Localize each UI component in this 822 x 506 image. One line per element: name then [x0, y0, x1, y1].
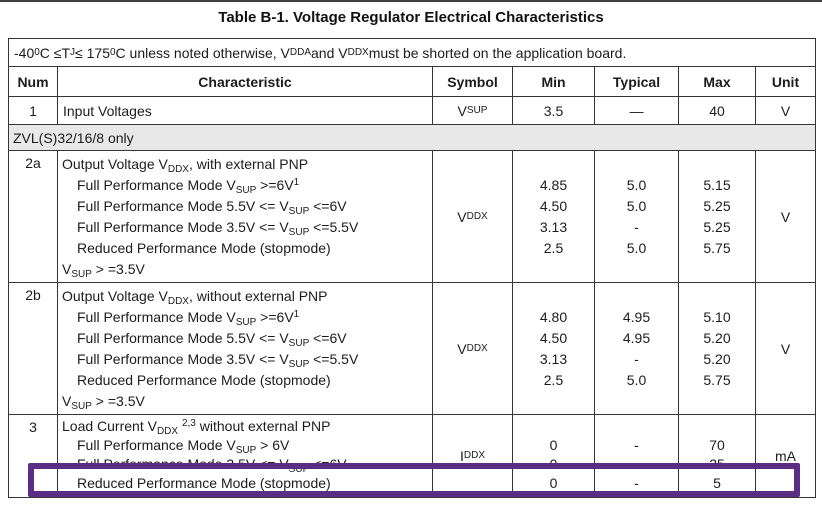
row2a-line-6: VSUP > =3.5V — [62, 261, 145, 280]
row3-line-1: Load Current VDDX 2,3 without external P… — [62, 418, 331, 437]
row3-max-3: 5 — [713, 475, 721, 491]
row1-num: 1 — [9, 97, 58, 125]
row2b-max-1: 5.10 — [703, 309, 731, 325]
col-header-typical: Typical — [595, 67, 679, 97]
table-title: Table B-1. Voltage Regulator Electrical … — [218, 9, 604, 26]
row2b-typ-4: 5.0 — [626, 372, 647, 388]
row3-characteristic: Load Current VDDX 2,3 without external P… — [58, 415, 433, 498]
row2b-line-5: Reduced Performance Mode (stopmode) — [77, 372, 331, 388]
row3-max: 70 25 5 — [679, 415, 756, 498]
row2a-min-4: 2.5 — [543, 240, 564, 256]
row2a-typ-1: 5.0 — [626, 177, 647, 193]
row2a-typ-4: 5.0 — [626, 240, 647, 256]
row2a-typ-3: - — [634, 219, 639, 235]
row3-symbol: I DDX — [433, 415, 513, 498]
condition-row: -40 0 C ≤T J ≤ 175 0 C unless noted otherwise… — [9, 39, 816, 67]
row2b-typ-1: 4.95 — [622, 309, 651, 325]
row3-typ-3: - — [634, 475, 639, 491]
row3-min-3: 0 — [549, 475, 558, 491]
row3-typ-1: - — [634, 437, 639, 453]
row2b-max-3: 5.20 — [703, 351, 731, 367]
row1-max: 40 — [679, 97, 756, 125]
row2a-line-3: Full Performance Mode 5.5V <= VSUP <=6V — [77, 198, 347, 217]
row2a-line-5: Reduced Performance Mode (stopmode) — [77, 240, 331, 256]
row2a-num: 2a — [9, 151, 58, 283]
row3-typ-2: - — [634, 456, 639, 472]
row2b-characteristic: Output Voltage VDDX, without external PN… — [58, 283, 433, 415]
top-border-line — [0, 0, 822, 2]
row2a-min-3: 3.13 — [539, 219, 568, 235]
row1-symbol: V SUP — [433, 97, 513, 125]
row2b-unit: V — [756, 283, 816, 415]
row2b-line-1: Output Voltage VDDX, without external PN… — [62, 288, 328, 307]
row2a-max-4: 5.75 — [703, 240, 731, 256]
row2a-typ-2: 5.0 — [626, 198, 647, 214]
row3-max-1: 70 — [709, 437, 725, 453]
row2b-min-1: 4.80 — [539, 309, 568, 325]
row2a-max: 5.15 5.25 5.25 5.75 — [679, 151, 756, 283]
electrical-characteristics-table: -40 0 C ≤T J ≤ 175 0 C unless noted otherwise… — [8, 38, 816, 498]
row2a-line-4: Full Performance Mode 3.5V <= VSUP <=5.5… — [77, 219, 359, 238]
row3-max-2: 25 — [709, 456, 725, 472]
row2b-line-4: Full Performance Mode 3.5V <= VSUP <=5.5… — [77, 351, 359, 370]
row3-min-2: 0 — [549, 456, 558, 472]
row2b-min-2: 4.50 — [539, 330, 568, 346]
row2a-characteristic: Output Voltage VDDX, with external PNP F… — [58, 151, 433, 283]
row2b-line-3: Full Performance Mode 5.5V <= VSUP <=6V — [77, 330, 347, 349]
row2b-min: 4.80 4.50 3.13 2.5 — [513, 283, 595, 415]
row3-num: 3 — [9, 415, 58, 498]
row3-typical: - - - — [595, 415, 679, 498]
row3-min-1: 0 — [549, 437, 558, 453]
col-header-min: Min — [513, 67, 595, 97]
col-header-max: Max — [679, 67, 756, 97]
row3-line-2: Full Performance Mode VSUP > 6V — [77, 437, 290, 456]
row1-characteristic: Input Voltages — [58, 97, 433, 125]
row1-min: 3.5 — [513, 97, 595, 125]
row2b-max: 5.10 5.20 5.20 5.75 — [679, 283, 756, 415]
row2a-max-3: 5.25 — [703, 219, 731, 235]
row2a-min-2: 4.50 — [539, 198, 568, 214]
row2b-min-4: 2.5 — [543, 372, 564, 388]
row2b-line-2: Full Performance Mode VSUP >=6V1 — [77, 309, 300, 328]
section-row-zvl: ZVL(S)32/16/8 only — [9, 125, 816, 151]
row2a-line-1: Output Voltage VDDX, with external PNP — [62, 156, 309, 175]
row2b-num: 2b — [9, 283, 58, 415]
col-header-characteristic: Characteristic — [58, 67, 433, 97]
col-header-symbol: Symbol — [433, 67, 513, 97]
row2a-max-2: 5.25 — [703, 198, 731, 214]
row3-min: 0 0 0 — [513, 415, 595, 498]
row2a-min-1: 4.85 — [539, 177, 568, 193]
row2b-typ-2: 4.95 — [622, 330, 651, 346]
row1-unit: V — [756, 97, 816, 125]
row1-typical: — — [595, 97, 679, 125]
row3-line-4: Reduced Performance Mode (stopmode) — [77, 475, 331, 491]
row2a-typical: 5.0 5.0 - 5.0 — [595, 151, 679, 283]
row2a-max-1: 5.15 — [703, 177, 731, 193]
row2b-typ-3: - — [634, 351, 639, 367]
row2b-line-6: VSUP > =3.5V — [62, 393, 145, 412]
row2a-line-2: Full Performance Mode VSUP >=6V1 — [77, 177, 300, 196]
col-header-unit: Unit — [756, 67, 816, 97]
row2b-max-4: 5.75 — [703, 372, 731, 388]
row2b-max-2: 5.20 — [703, 330, 731, 346]
col-header-num: Num — [9, 67, 58, 97]
row2b-typical: 4.95 4.95 - 5.0 — [595, 283, 679, 415]
row3-line-3: Full Performance Mode 3.5V <= VSUP <=6V — [77, 456, 347, 475]
row2b-symbol: V DDX — [433, 283, 513, 415]
row2b-min-3: 3.13 — [539, 351, 568, 367]
row2a-unit: V — [756, 151, 816, 283]
row3-unit: mA — [756, 415, 816, 498]
row2a-symbol: V DDX — [433, 151, 513, 283]
row2a-min: 4.85 4.50 3.13 2.5 — [513, 151, 595, 283]
